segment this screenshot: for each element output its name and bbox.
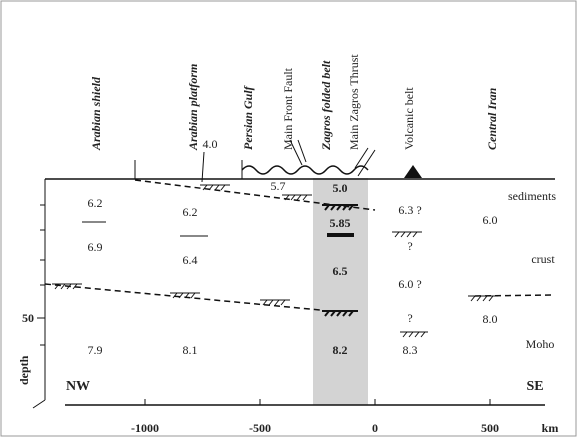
direction: NW (66, 379, 90, 394)
tick-label: 0 (372, 421, 378, 435)
tick-label: 50 (22, 311, 34, 325)
layer-label: sediments (508, 189, 556, 203)
axis-label: km (542, 421, 559, 435)
region-label: Volcanic belt (402, 87, 416, 150)
velocity: 6.4 (183, 253, 198, 267)
tick-label: -1000 (131, 421, 159, 435)
velocity: 7.9 (88, 343, 103, 357)
region-label: Main Zagros Thrust (347, 54, 361, 150)
velocity: ? (407, 239, 412, 253)
region-label: Persian Gulf (241, 85, 255, 150)
region-label: Zagros folded belt (319, 60, 333, 151)
region-label: Main Front Fault (281, 67, 295, 150)
velocity: 8.0 (483, 312, 498, 326)
tick-label: -500 (249, 421, 271, 435)
velocity: ? (407, 311, 412, 325)
velocity: 5.85 (330, 216, 351, 230)
velocity: 5.7 (271, 179, 286, 193)
velocity: 8.3 (403, 343, 418, 357)
axis-label: depth (17, 355, 31, 385)
velocity: 6.5 (333, 264, 348, 278)
velocity: 6.0 ? (398, 277, 421, 291)
zagros-band (313, 178, 368, 405)
velocity: 8.1 (183, 343, 198, 357)
velocity: 6.2 (88, 196, 103, 210)
figure: Arabian shield Arabian platform Persian Gu… (0, 0, 577, 437)
region-label: Arabian shield (89, 76, 103, 151)
velocity: 8.2 (333, 343, 348, 357)
layer-label: Moho (526, 337, 555, 351)
region-label: Arabian platform (186, 64, 200, 151)
layer-label: crust (531, 252, 555, 266)
velocity: 5.0 (333, 181, 348, 195)
tick-label: 500 (481, 421, 499, 435)
velocity: 6.3 ? (398, 203, 421, 217)
velocity: 6.0 (483, 213, 498, 227)
velocity: 6.2 (183, 205, 198, 219)
velocity: 6.9 (88, 240, 103, 254)
direction: SE (526, 379, 543, 394)
velocity: 4.0 (203, 137, 218, 151)
region-label: Central Iran (485, 87, 499, 150)
